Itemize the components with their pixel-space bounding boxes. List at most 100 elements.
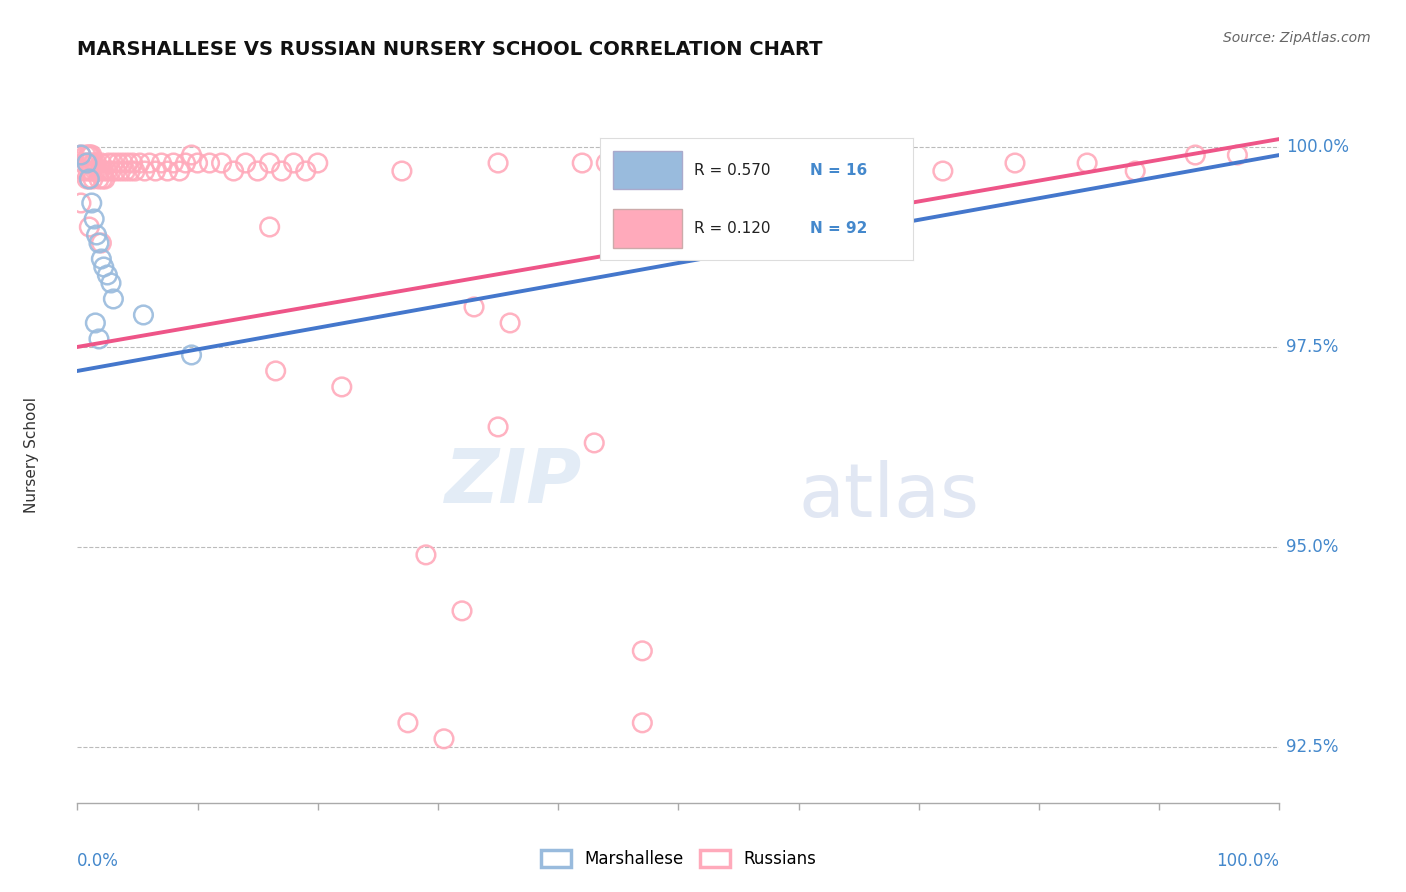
Point	[94, 172, 117, 186]
Point	[145, 164, 167, 178]
Point	[87, 164, 110, 178]
Point	[89, 164, 111, 178]
Point	[82, 156, 104, 170]
Point	[631, 156, 654, 170]
Text: 100.0%: 100.0%	[1286, 138, 1350, 156]
Point	[246, 164, 269, 178]
Point	[97, 156, 120, 170]
Point	[121, 156, 143, 170]
Text: 97.5%: 97.5%	[1286, 338, 1339, 356]
Point	[80, 148, 103, 162]
Point	[433, 731, 456, 746]
Point	[75, 148, 97, 162]
Point	[451, 604, 474, 618]
Point	[631, 644, 654, 658]
Point	[79, 164, 101, 178]
Point	[174, 156, 197, 170]
Text: Source: ZipAtlas.com: Source: ZipAtlas.com	[1223, 31, 1371, 45]
Point	[104, 164, 127, 178]
Text: Nursery School: Nursery School	[24, 397, 39, 513]
Point	[499, 316, 522, 330]
Point	[80, 196, 103, 211]
Point	[631, 715, 654, 730]
Point	[222, 164, 245, 178]
Point	[90, 235, 112, 250]
Point	[79, 148, 101, 162]
Point	[93, 260, 115, 274]
Point	[77, 164, 100, 178]
Point	[180, 148, 202, 162]
Point	[72, 156, 94, 170]
Point	[87, 235, 110, 250]
Point	[396, 715, 419, 730]
Point	[391, 164, 413, 178]
Point	[120, 164, 142, 178]
Point	[727, 156, 749, 170]
Text: 92.5%: 92.5%	[1286, 738, 1339, 756]
Point	[932, 164, 955, 178]
Point	[235, 156, 257, 170]
Point	[84, 316, 107, 330]
Point	[264, 364, 287, 378]
Point	[307, 156, 329, 170]
Point	[134, 164, 156, 178]
Point	[79, 172, 101, 186]
Point	[91, 172, 114, 186]
Point	[103, 292, 125, 306]
Point	[83, 212, 105, 227]
Point	[259, 156, 281, 170]
Text: 95.0%: 95.0%	[1286, 538, 1339, 556]
Point	[79, 148, 101, 162]
Point	[1004, 156, 1026, 170]
Point	[111, 156, 134, 170]
Point	[1123, 164, 1146, 178]
Point	[90, 156, 112, 170]
Point	[211, 156, 233, 170]
Point	[100, 276, 122, 290]
Point	[583, 436, 606, 450]
Point	[595, 156, 617, 170]
Point	[415, 548, 437, 562]
Point	[128, 156, 150, 170]
Point	[124, 164, 146, 178]
Text: 100.0%: 100.0%	[1216, 852, 1279, 870]
Point	[1076, 156, 1098, 170]
Point	[132, 308, 155, 322]
Point	[117, 156, 139, 170]
Point	[169, 164, 191, 178]
Point	[571, 156, 593, 170]
Point	[100, 164, 122, 178]
Text: ZIP: ZIP	[444, 446, 582, 519]
Point	[283, 156, 305, 170]
Point	[79, 156, 101, 170]
Legend: Marshallese, Russians: Marshallese, Russians	[534, 843, 823, 874]
Point	[73, 164, 96, 178]
Point	[800, 148, 823, 162]
Point	[76, 156, 98, 170]
Point	[86, 156, 108, 170]
Point	[463, 300, 485, 314]
Point	[76, 156, 98, 170]
Point	[70, 196, 93, 211]
Point	[77, 148, 100, 162]
Point	[70, 148, 93, 162]
Point	[80, 164, 103, 178]
Point	[162, 156, 184, 170]
Point	[1226, 148, 1249, 162]
Point	[79, 172, 101, 186]
Point	[82, 172, 104, 186]
Point	[180, 348, 202, 362]
Point	[93, 164, 115, 178]
Point	[87, 172, 110, 186]
Text: MARSHALLESE VS RUSSIAN NURSERY SCHOOL CORRELATION CHART: MARSHALLESE VS RUSSIAN NURSERY SCHOOL CO…	[77, 40, 823, 59]
Point	[103, 156, 125, 170]
Point	[186, 156, 209, 170]
Point	[1184, 148, 1206, 162]
Point	[70, 148, 93, 162]
Point	[107, 156, 129, 170]
Point	[90, 252, 112, 266]
Point	[79, 219, 101, 234]
Point	[87, 332, 110, 346]
Point	[330, 380, 353, 394]
Point	[114, 164, 136, 178]
